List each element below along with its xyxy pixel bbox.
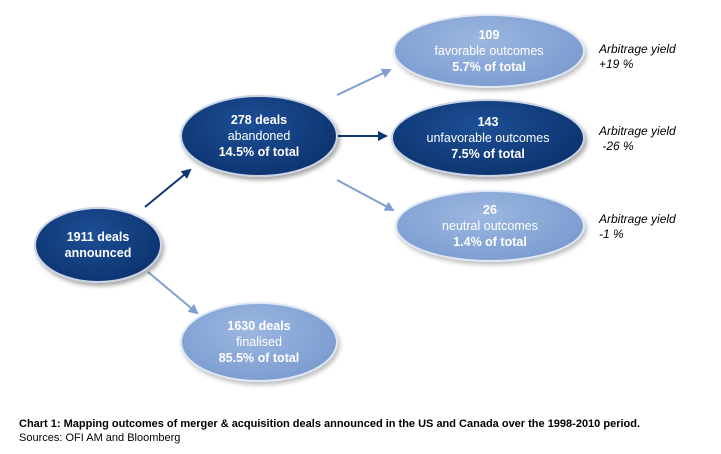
node-deals-announced: 1911 deals announced [34, 207, 162, 283]
caption-source: Sources: OFI AM and Bloomberg [19, 432, 181, 444]
arrow-announced-to-finalised [147, 271, 199, 315]
yield-unfavorable-value: -26 % [599, 139, 634, 153]
node-unfavorable-line3: 7.5% of total [451, 147, 525, 161]
node-favorable-line3: 5.7% of total [452, 60, 526, 74]
yield-unfavorable-label: Arbitrage yield [599, 124, 676, 138]
node-deals-finalised: 1630 deals finalised 85.5% of total [180, 302, 338, 382]
node-abandoned-line1: 278 deals [230, 113, 288, 127]
yield-neutral: Arbitrage yield -1 % [599, 212, 676, 242]
node-finalised-line3: 85.5% of total [218, 351, 300, 365]
node-abandoned-line2: abandoned [227, 129, 291, 143]
node-finalised-line1: 1630 deals [227, 319, 291, 333]
yield-favorable: Arbitrage yield +19 % [599, 42, 676, 72]
arrow-announced-to-abandoned [144, 168, 192, 208]
yield-neutral-value: -1 % [599, 227, 624, 241]
node-favorable-line1: 109 [478, 28, 500, 42]
node-neutral-line3: 1.4% of total [453, 235, 527, 249]
node-neutral-line1: 26 [483, 203, 497, 217]
node-unfavorable-outcomes: 143 unfavorable outcomes 7.5% of total [391, 99, 585, 177]
yield-favorable-label: Arbitrage yield [599, 42, 676, 56]
node-favorable-outcomes: 109 favorable outcomes 5.7% of total [393, 14, 585, 88]
node-unfavorable-line1: 143 [477, 115, 499, 129]
node-announced-line2: announced [64, 246, 132, 260]
node-unfavorable-line2: unfavorable outcomes [426, 131, 550, 145]
yield-favorable-value: +19 % [599, 57, 634, 71]
node-neutral-line2: neutral outcomes [442, 219, 538, 233]
node-deals-abandoned: 278 deals abandoned 14.5% of total [180, 95, 338, 177]
arrow-abandoned-to-favorable [336, 68, 392, 96]
node-abandoned-line3: 14.5% of total [218, 145, 300, 159]
yield-neutral-label: Arbitrage yield [599, 212, 676, 226]
node-favorable-line2: favorable outcomes [434, 44, 544, 58]
caption-title: Chart 1: Mapping outcomes of merger & ac… [19, 418, 641, 430]
node-neutral-outcomes: 26 neutral outcomes 1.4% of total [395, 190, 585, 262]
node-announced-line1: 1911 deals [66, 230, 130, 244]
arrow-abandoned-to-neutral [336, 179, 395, 211]
yield-unfavorable: Arbitrage yield -26 % [599, 124, 676, 154]
chart-caption: Chart 1: Mapping outcomes of merger & ac… [19, 417, 719, 445]
node-finalised-line2: finalised [236, 335, 282, 349]
